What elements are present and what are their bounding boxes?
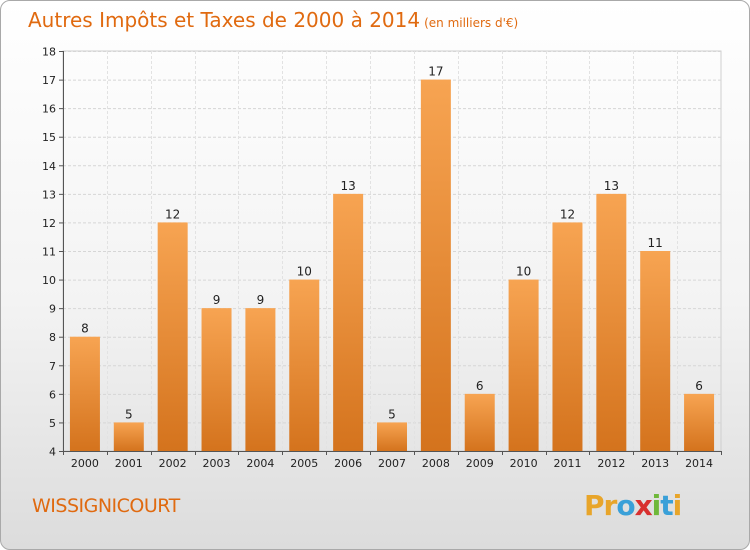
logo-letter: r (603, 489, 618, 522)
bar (113, 422, 144, 451)
x-tick-label: 2013 (641, 457, 669, 470)
bar (157, 222, 188, 451)
x-tick-label: 2006 (334, 457, 362, 470)
logo-letter: i (651, 489, 662, 522)
bar-value-label: 17 (428, 65, 443, 79)
bar-value-label: 5 (388, 407, 396, 421)
x-tick-label: 2014 (685, 457, 713, 470)
bar (377, 422, 407, 451)
y-tick-label: 6 (49, 388, 56, 401)
commune-name: WISSIGNICOURT (32, 495, 180, 517)
x-tick-label: 2010 (510, 457, 538, 470)
logo-letter: i (672, 489, 683, 522)
y-tick-label: 14 (42, 160, 56, 173)
y-tick-label: 5 (49, 417, 56, 430)
logo-letter: o (616, 489, 635, 522)
bar-value-label: 8 (81, 322, 89, 336)
bar-value-label: 6 (695, 379, 703, 393)
bar (640, 251, 671, 451)
logo-letter: x (634, 489, 653, 522)
x-tick-label: 2009 (466, 457, 494, 470)
bar-value-label: 10 (297, 265, 312, 279)
bar (201, 308, 232, 451)
chart-subtitle: (en milliers d'€) (424, 16, 519, 30)
bar (69, 336, 100, 451)
bar (596, 193, 627, 451)
y-tick-label: 17 (42, 74, 56, 87)
bar (420, 79, 451, 452)
y-tick-label: 12 (42, 217, 56, 230)
bar (464, 393, 495, 451)
bar-value-label: 6 (476, 379, 484, 393)
chart-title-text: Autres Impôts et Taxes de 2000 à 2014 (28, 8, 421, 32)
y-tick-label: 13 (42, 188, 56, 201)
y-tick-label: 9 (49, 303, 56, 316)
bar (289, 279, 320, 451)
x-tick-label: 2004 (246, 457, 274, 470)
bar-value-label: 11 (648, 236, 663, 250)
bar-value-label: 13 (340, 179, 355, 193)
y-tick-label: 16 (42, 103, 56, 116)
logo-letter: P (584, 489, 605, 522)
y-tick-label: 4 (49, 446, 56, 459)
bar (333, 193, 364, 451)
x-tick-label: 2011 (553, 457, 581, 470)
y-tick-label: 10 (42, 274, 56, 287)
bar-value-label: 10 (516, 265, 531, 279)
x-tick-label: 2005 (290, 457, 318, 470)
bar-value-label: 9 (257, 293, 265, 307)
logo-letter: t (660, 489, 673, 522)
bar-value-label: 13 (604, 179, 619, 193)
x-tick-label: 2012 (597, 457, 625, 470)
y-tick-label: 11 (42, 246, 56, 259)
y-tick-label: 8 (49, 331, 56, 344)
bar-value-label: 12 (165, 207, 180, 221)
y-tick-label: 18 (42, 46, 56, 59)
bar-value-label: 9 (213, 293, 221, 307)
bar-value-label: 5 (125, 407, 133, 421)
x-tick-label: 2001 (115, 457, 143, 470)
x-tick-label: 2003 (203, 457, 231, 470)
bar-value-label: 12 (560, 207, 575, 221)
x-tick-label: 2007 (378, 457, 406, 470)
y-tick-label: 15 (42, 131, 56, 144)
chart-title: Autres Impôts et Taxes de 2000 à 2014 (en… (28, 8, 518, 32)
bar (245, 308, 276, 451)
x-tick-label: 2000 (71, 457, 99, 470)
bar (508, 279, 539, 451)
bar (552, 222, 583, 451)
x-tick-label: 2002 (159, 457, 187, 470)
proxiti-logo: Proxiti (584, 489, 683, 522)
x-tick-label: 2008 (422, 457, 450, 470)
y-tick-label: 7 (49, 360, 56, 373)
bar (684, 393, 715, 451)
